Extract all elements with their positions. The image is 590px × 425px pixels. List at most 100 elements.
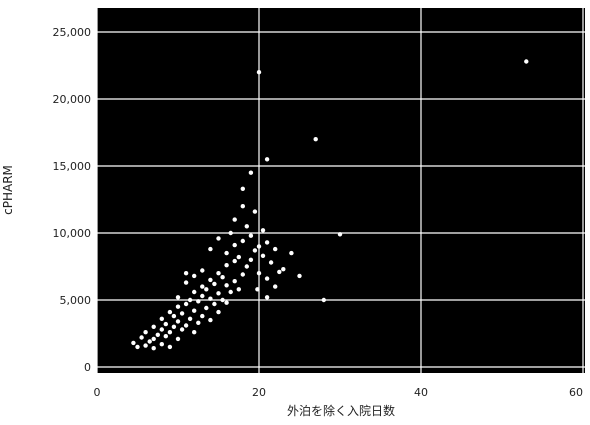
data-point <box>260 253 266 258</box>
y-tick-label: 5,000 <box>60 294 92 307</box>
y-tick-label: 0 <box>84 361 91 374</box>
data-point <box>252 248 258 253</box>
data-point <box>240 186 245 191</box>
data-point <box>212 301 217 307</box>
x-tick-label: 60 <box>569 386 583 399</box>
data-point <box>277 269 282 275</box>
data-point <box>139 335 144 340</box>
data-point <box>200 293 205 299</box>
x-axis-label: 外泊を除く入院日数 <box>287 403 395 418</box>
data-point <box>224 263 229 268</box>
data-point <box>216 309 221 315</box>
y-tick-label: 20,000 <box>53 93 92 106</box>
data-point <box>297 273 302 279</box>
data-point <box>244 264 249 269</box>
x-tick-labels: 0 20 40 60 <box>94 386 584 399</box>
data-points <box>131 59 529 351</box>
data-point <box>524 59 529 64</box>
data-point <box>208 246 213 252</box>
data-point <box>256 244 262 249</box>
data-point <box>232 279 237 284</box>
data-point <box>155 332 160 337</box>
y-tick-label: 10,000 <box>53 227 92 240</box>
data-point <box>167 344 173 350</box>
data-point <box>240 272 245 277</box>
data-point <box>220 275 225 280</box>
y-tick-label: 25,000 <box>53 26 92 39</box>
data-point <box>143 343 148 348</box>
data-point <box>187 316 193 321</box>
data-point <box>135 344 140 350</box>
data-point <box>208 277 213 283</box>
data-point <box>171 324 177 329</box>
x-tick-label: 40 <box>414 386 428 399</box>
x-tick-label: 20 <box>252 386 266 399</box>
data-point <box>183 271 189 276</box>
data-point <box>248 170 254 175</box>
data-point <box>159 342 164 347</box>
data-point <box>212 281 217 287</box>
grid-lines <box>96 8 585 373</box>
data-point <box>196 299 201 304</box>
data-point <box>256 70 262 75</box>
data-point <box>289 250 294 256</box>
data-point <box>175 319 181 324</box>
data-point <box>236 254 241 260</box>
data-point <box>244 224 249 229</box>
data-point <box>192 273 197 279</box>
data-point <box>143 330 148 335</box>
x-tick-label: 0 <box>94 386 101 399</box>
data-point <box>240 238 245 244</box>
data-point <box>204 287 209 292</box>
data-point <box>248 233 254 238</box>
data-point <box>183 280 189 285</box>
data-point <box>192 308 197 313</box>
data-point <box>196 320 201 325</box>
data-point <box>171 313 177 319</box>
data-point <box>163 334 168 339</box>
data-point <box>147 339 152 344</box>
data-point <box>151 336 156 342</box>
data-point <box>163 321 168 327</box>
data-point <box>159 316 164 321</box>
data-point <box>192 330 197 335</box>
data-point <box>216 271 221 276</box>
data-point <box>264 157 270 162</box>
data-point <box>179 311 185 316</box>
data-point <box>208 317 213 323</box>
data-point <box>224 250 229 256</box>
data-point <box>264 276 270 281</box>
data-point <box>337 232 343 237</box>
data-point <box>321 297 326 303</box>
data-point <box>200 268 205 273</box>
data-point <box>252 209 258 214</box>
data-point <box>260 228 266 233</box>
data-point <box>179 327 185 332</box>
data-point <box>268 260 274 265</box>
data-point <box>232 242 237 248</box>
data-point <box>175 304 181 309</box>
data-point <box>224 283 229 288</box>
data-point <box>159 327 164 332</box>
data-point <box>240 204 245 209</box>
data-point <box>236 287 241 292</box>
data-point <box>273 246 278 252</box>
data-point <box>208 296 213 301</box>
data-point <box>167 309 173 315</box>
data-point <box>264 240 270 245</box>
data-point <box>151 324 156 329</box>
plot-area <box>97 8 585 373</box>
data-point <box>313 137 318 142</box>
data-point <box>228 230 233 236</box>
data-point <box>151 346 156 351</box>
y-tick-labels: 0 5,000 10,000 15,000 20,000 25,000 <box>53 26 92 374</box>
data-point <box>232 217 237 222</box>
data-point <box>255 287 260 292</box>
data-point <box>175 336 181 342</box>
data-point <box>273 284 278 289</box>
y-axis-label: cPHARM <box>1 165 15 215</box>
data-point <box>192 289 197 295</box>
data-point <box>183 301 189 307</box>
data-point <box>232 258 237 264</box>
